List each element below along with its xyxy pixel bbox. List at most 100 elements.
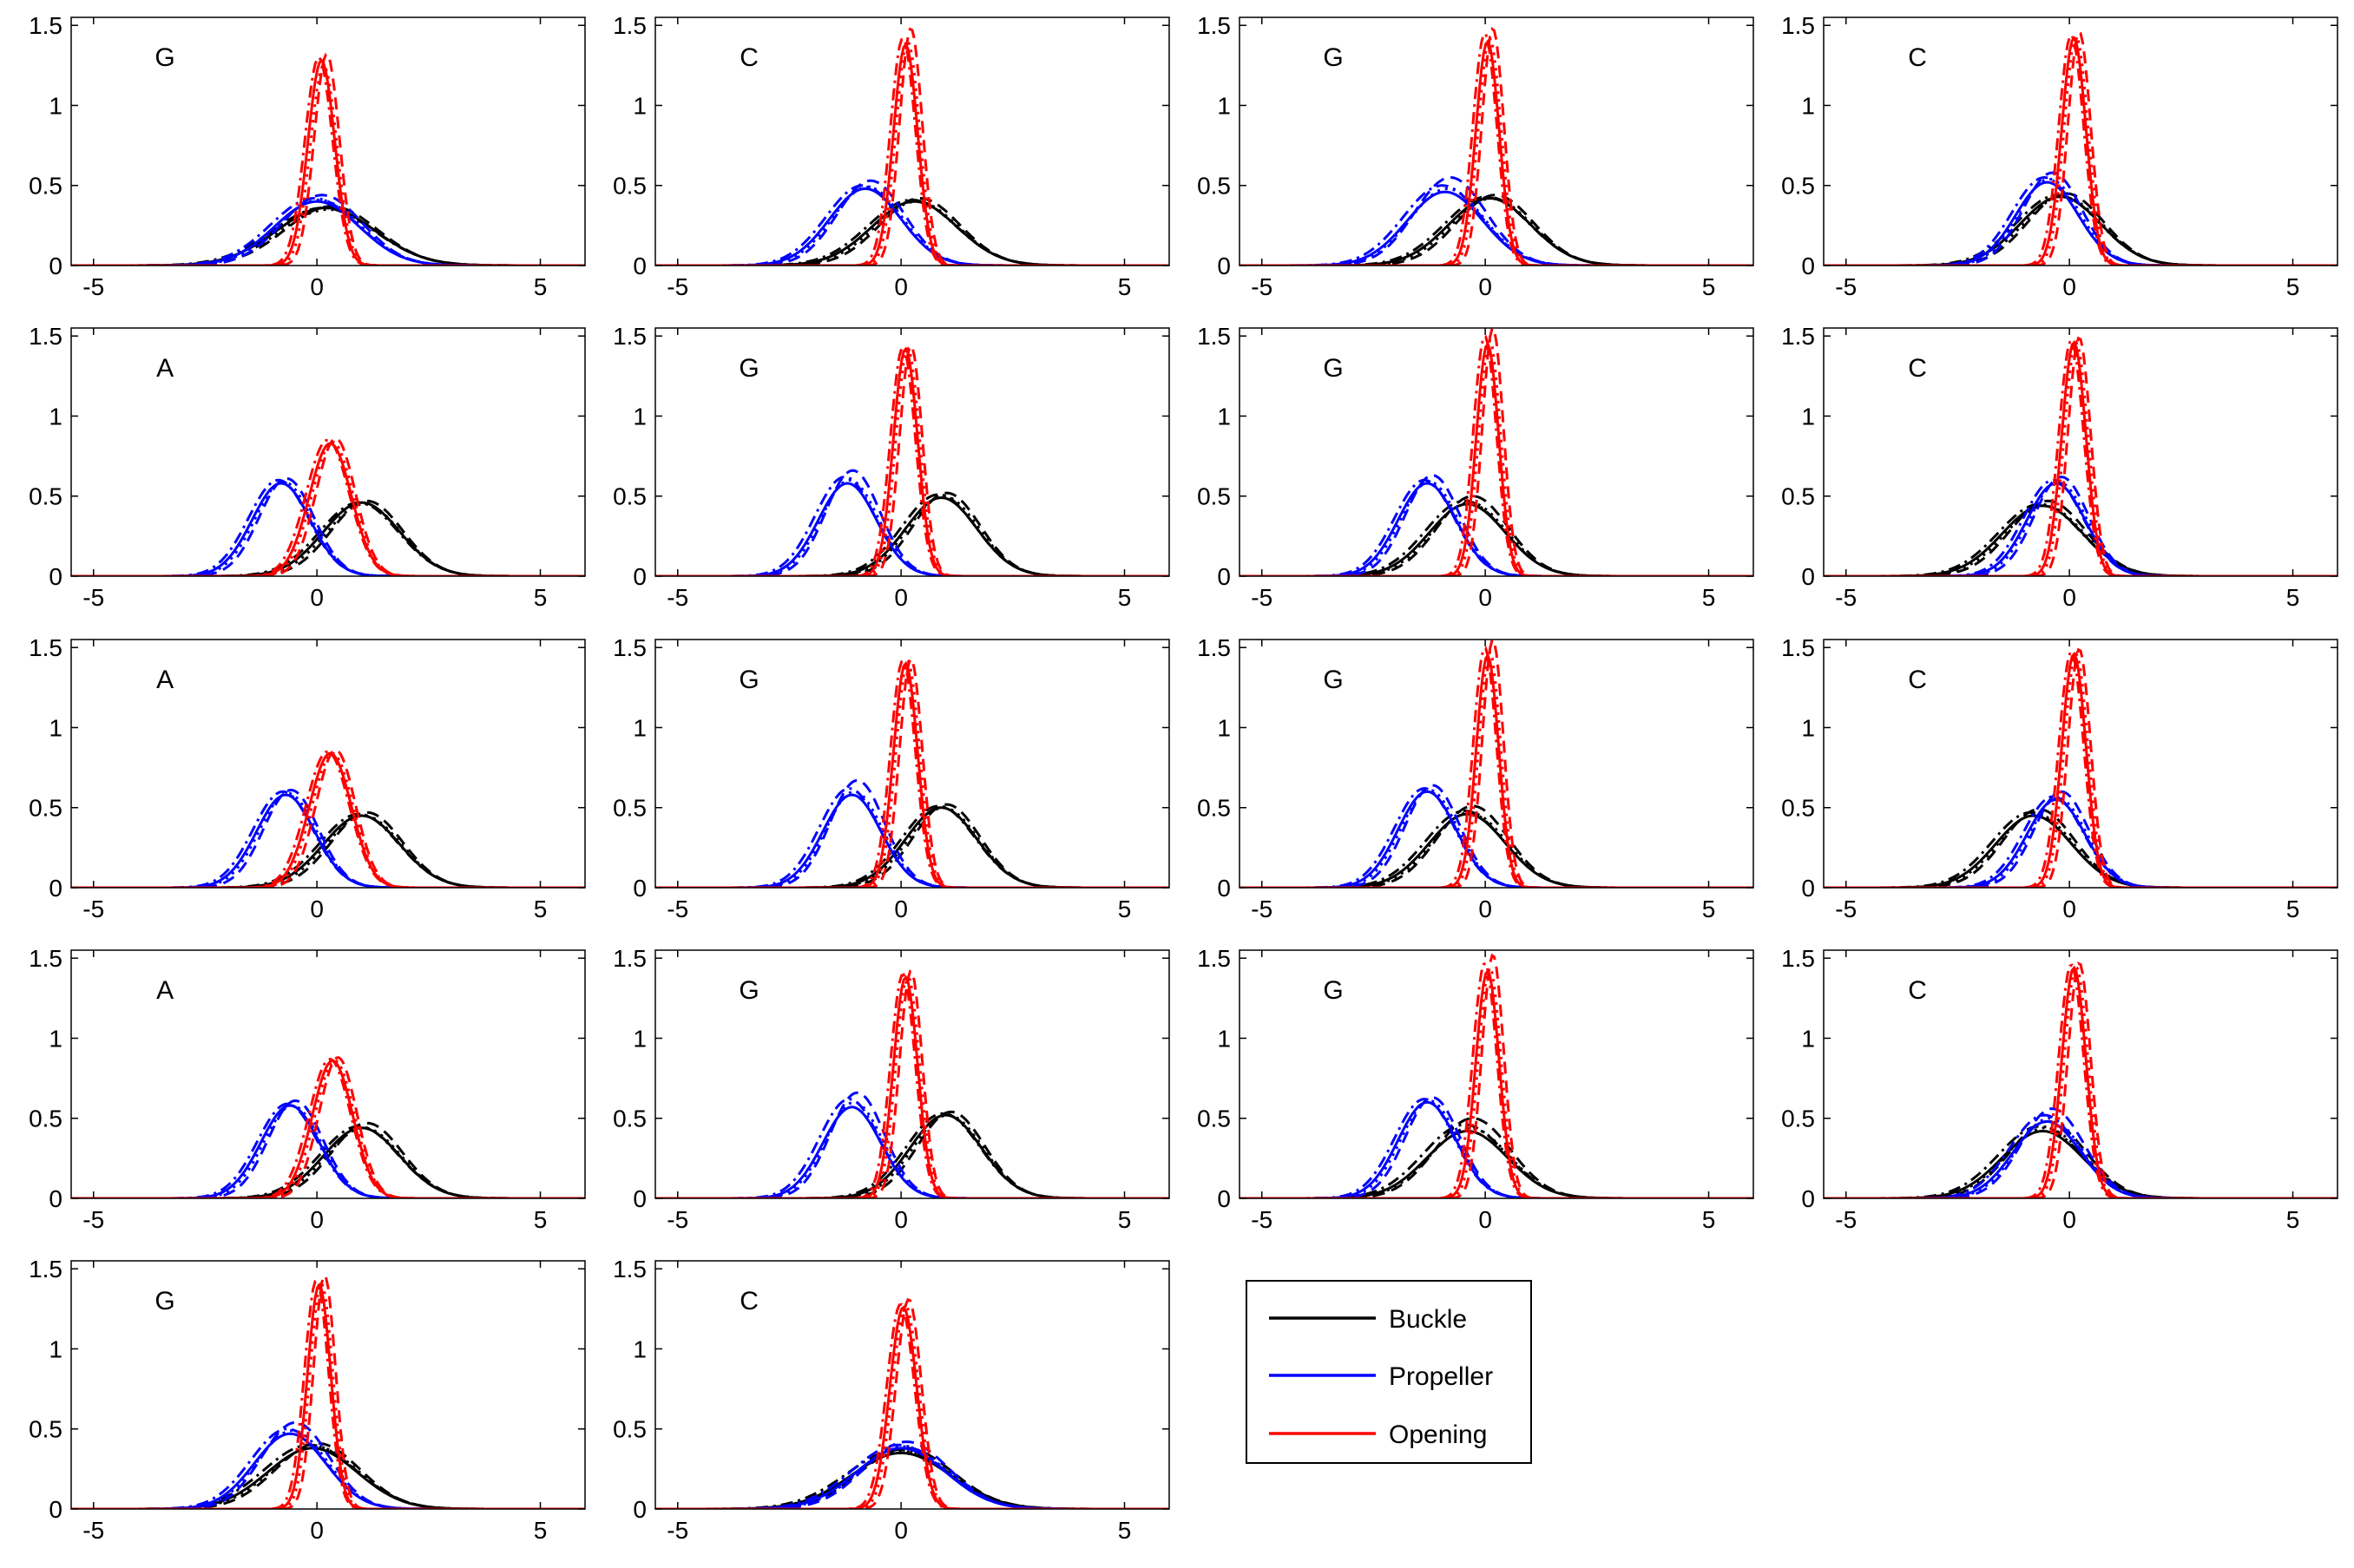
y-tick-label: 1 [49, 92, 62, 119]
y-tick-label: 0 [49, 563, 62, 590]
y-tick-label: 1 [49, 403, 62, 430]
series-opening-dashdot [1824, 963, 2338, 1198]
series-opening-dashed [1824, 647, 2338, 888]
series-opening-dotted [655, 659, 1169, 888]
plot-area [1824, 950, 2338, 1198]
series-opening-dashed [1824, 30, 2338, 266]
y-tick-label: 0.5 [1781, 1105, 1815, 1132]
series-opening-dashed [71, 1056, 585, 1198]
series-opening-solid [71, 442, 585, 576]
series-propeller-dotted [71, 791, 585, 888]
subplot-14: -5 0 5 0 0.5 1 1.5 G [613, 945, 1170, 1233]
panel-label: G [1323, 354, 1343, 383]
y-tick-label: 1.5 [613, 634, 647, 661]
legend-label-opening: Opening [1389, 1420, 1487, 1449]
panel-label: G [155, 43, 174, 72]
y-tick-label: 0 [1801, 563, 1815, 590]
y-tick-label: 1.5 [613, 323, 647, 350]
x-tick-label: 5 [534, 584, 548, 611]
y-tick-label: 0.5 [29, 1416, 62, 1443]
x-tick-label: 5 [1702, 273, 1716, 300]
axes-frame [70, 949, 586, 1199]
x-tick-label: -5 [1251, 896, 1272, 922]
panel-label: C [740, 43, 759, 72]
subplot-3: -5 0 5 0 0.5 1 1.5 G [1197, 12, 1754, 300]
panel-label: G [1323, 43, 1343, 72]
y-tick-label: 0.5 [1781, 795, 1815, 822]
x-tick-label: -5 [82, 273, 104, 300]
plot-area [655, 640, 1169, 888]
series-buckle-dashed [655, 197, 1169, 266]
y-tick-label: 0.5 [1781, 173, 1815, 200]
x-tick-label: -5 [1835, 273, 1857, 300]
y-tick-label: 1 [633, 92, 647, 119]
series-buckle-solid [655, 806, 1169, 888]
series-buckle-dotted [71, 1445, 585, 1509]
series-opening-solid [1239, 38, 1753, 266]
x-tick-label: 5 [2286, 584, 2300, 611]
series-buckle-dotted [1824, 504, 2338, 576]
panel-label: C [1908, 976, 1927, 1005]
y-tick-label: 1.5 [1197, 634, 1231, 661]
y-tick-label: 0 [1217, 253, 1231, 279]
series-buckle-dashed [71, 1441, 585, 1509]
y-tick-label: 0 [49, 253, 62, 279]
x-tick-label: -5 [667, 584, 688, 611]
panel-label: G [739, 976, 759, 1005]
series-propeller-dashdot [1824, 478, 2338, 576]
legend-label-buckle: Buckle [1389, 1305, 1467, 1334]
series-opening-dashdot [1239, 961, 1753, 1198]
series-opening-dashed [1239, 328, 1753, 576]
y-tick-label: 1 [1217, 92, 1231, 119]
series-opening-dashed [1239, 953, 1753, 1198]
series-buckle-dashdot [655, 804, 1169, 888]
x-tick-label: -5 [667, 896, 688, 922]
x-tick-label: 0 [310, 584, 324, 611]
x-tick-label: -5 [667, 273, 688, 300]
axes-frame [1823, 16, 2338, 266]
x-tick-label: 0 [894, 584, 908, 611]
subplot-2: -5 0 5 0 0.5 1 1.5 C [613, 12, 1170, 300]
x-tick-label: -5 [82, 584, 104, 611]
series-buckle-dotted [1239, 810, 1753, 888]
y-tick-label: 1.5 [1781, 323, 1815, 350]
plot-area [655, 1261, 1169, 1509]
x-tick-label: 0 [1478, 273, 1492, 300]
series-opening-solid [655, 1305, 1169, 1509]
y-tick-label: 1 [633, 403, 647, 430]
series-propeller-dashdot [1824, 1113, 2338, 1198]
series-opening-dashdot [655, 659, 1169, 888]
series-propeller-solid [1824, 180, 2338, 266]
y-tick-label: 0.5 [613, 173, 647, 200]
y-tick-label: 0.5 [1197, 795, 1231, 822]
plot-area [655, 328, 1169, 576]
series-buckle-dashed [655, 491, 1169, 576]
y-tick-label: 1.5 [613, 12, 647, 39]
series-propeller-dashed [71, 476, 585, 576]
x-tick-label: 0 [1478, 584, 1492, 611]
series-opening-dashed [71, 748, 585, 888]
panel-grid: -5 0 500.511.5G-5 0 500.511.5C-5 0 500.511.5G-… [29, 12, 2338, 1544]
series-opening-solid [1824, 651, 2338, 888]
x-tick-label: 5 [2286, 273, 2300, 300]
y-tick-label: 0.5 [1781, 483, 1815, 510]
series-propeller-dashed [1824, 790, 2338, 888]
x-tick-label: 5 [1702, 896, 1716, 922]
plot-area [71, 328, 585, 576]
y-tick-label: 1 [633, 1025, 647, 1052]
series-opening-dashed [1824, 336, 2338, 576]
x-tick-label: 0 [310, 896, 324, 922]
y-tick-label: 1 [633, 1335, 647, 1362]
series-opening-solid [655, 660, 1169, 888]
series-opening-solid [71, 751, 585, 888]
y-tick-label: 0.5 [1197, 173, 1231, 200]
x-tick-label: -5 [1251, 1206, 1272, 1233]
series-propeller-solid [71, 482, 585, 576]
series-buckle-dotted [1824, 195, 2338, 266]
subplot-13: -5 0 5 0 0.5 1 1.5 A [29, 945, 586, 1233]
x-tick-label: 5 [1702, 1206, 1716, 1233]
axes-frame [1823, 639, 2338, 889]
plot-area [655, 17, 1169, 266]
y-tick-label: 0.5 [1197, 1105, 1231, 1132]
